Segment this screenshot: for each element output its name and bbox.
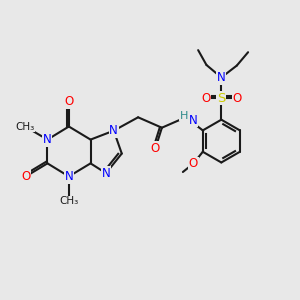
Text: N: N bbox=[43, 133, 52, 146]
Text: O: O bbox=[151, 142, 160, 155]
Text: O: O bbox=[232, 92, 242, 105]
Text: N: N bbox=[189, 114, 197, 127]
Text: S: S bbox=[217, 92, 226, 105]
Text: H: H bbox=[180, 111, 188, 121]
Text: O: O bbox=[189, 157, 198, 170]
Text: O: O bbox=[201, 92, 211, 105]
Text: O: O bbox=[64, 95, 74, 108]
Text: CH₃: CH₃ bbox=[59, 196, 79, 206]
Text: N: N bbox=[217, 71, 226, 84]
Text: N: N bbox=[64, 170, 73, 183]
Text: O: O bbox=[21, 170, 30, 183]
Text: N: N bbox=[110, 124, 118, 137]
Text: N: N bbox=[102, 167, 110, 180]
Text: CH₃: CH₃ bbox=[16, 122, 35, 131]
